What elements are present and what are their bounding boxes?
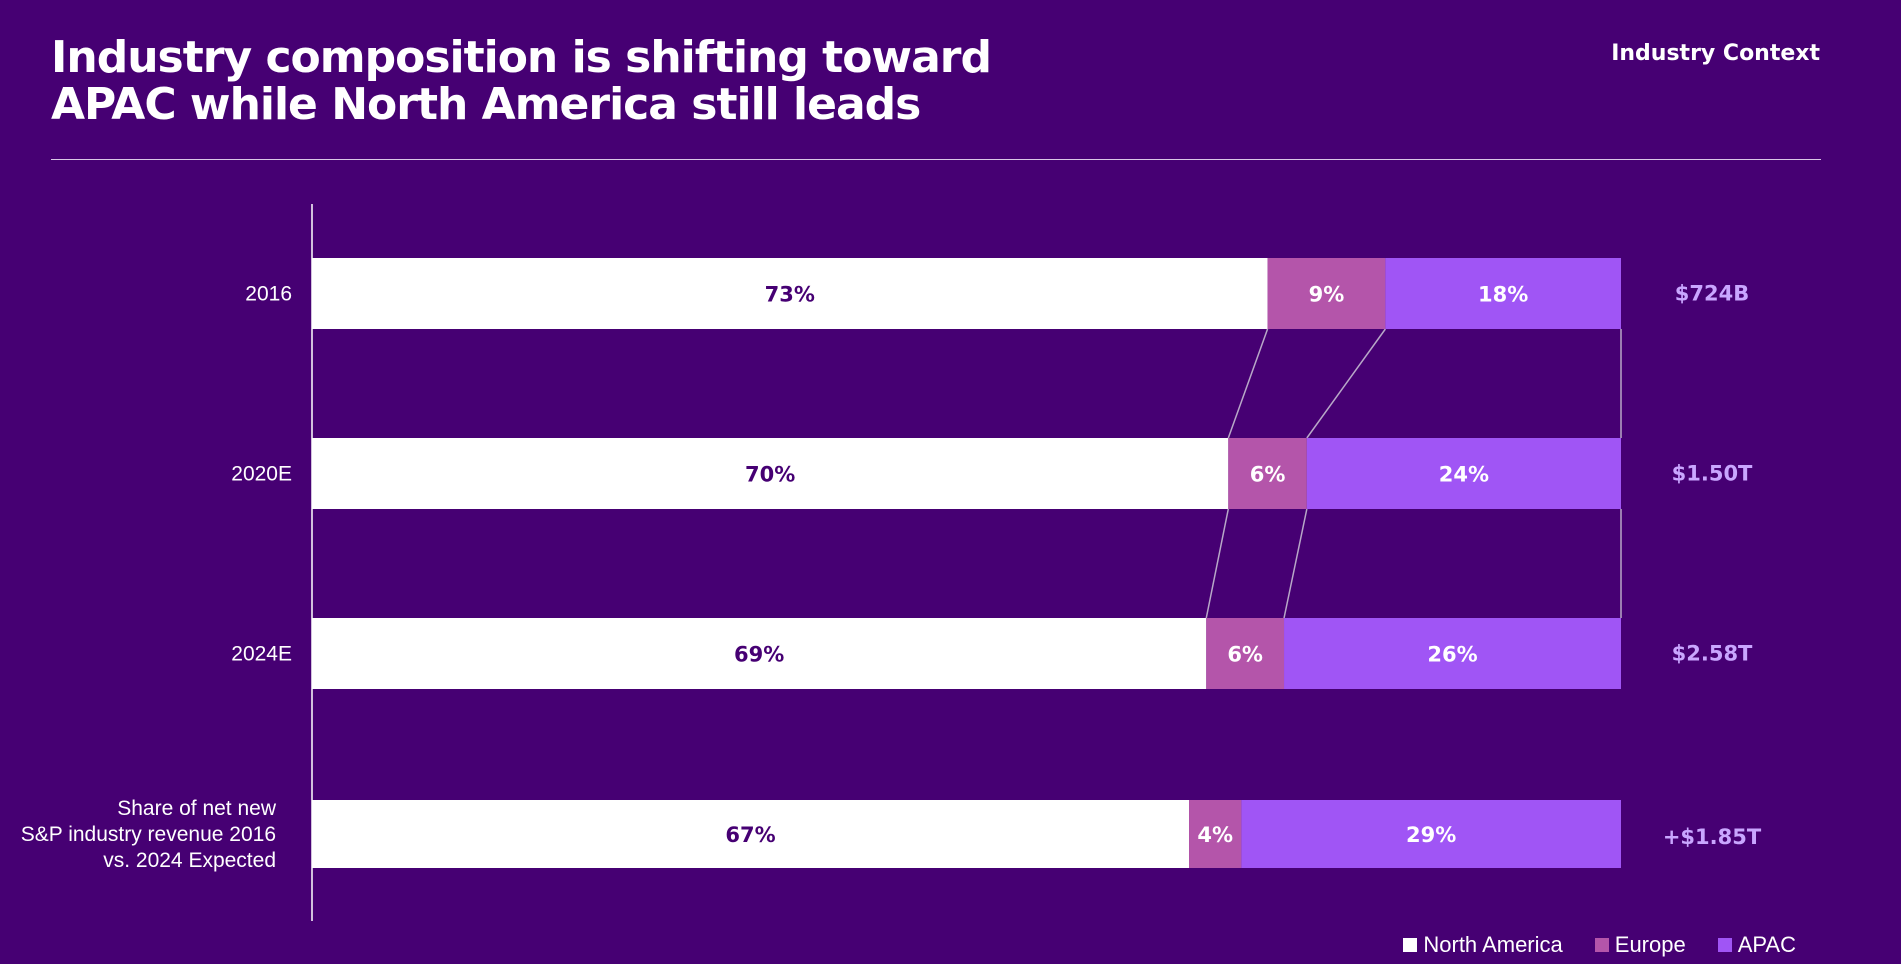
connector-line [1227,328,1269,439]
connector-line [1205,508,1230,619]
bar-segment-apac-share-of-net-new-s-p-industry-revenue-2016-vs-2024-expected [1241,800,1621,868]
connector-line [1283,508,1308,619]
data-label-north-america-2016: 73% [765,283,815,307]
total-label-share-of-net-new-s-p-industry-revenue-2016-vs-2024-expected: +$1.85T [1663,825,1762,849]
data-label-apac-share-of-net-new-s-p-industry-revenue-2016-vs-2024-expected: 29% [1406,823,1456,847]
legend-swatch-europe [1594,938,1609,952]
bar-segment-apac-2024e [1284,618,1621,689]
total-label-2024e: $2.58T [1672,642,1753,666]
data-label-north-america-2020e: 70% [745,463,795,487]
data-label-north-america-share-of-net-new-s-p-industry-revenue-2016-vs-2024-expected: 67% [725,823,775,847]
category-label-net-new-share: Share of net new S&P industry revenue 201… [21,797,277,872]
data-label-apac-2016: 18% [1478,283,1528,307]
bar-segment-europe-share-of-net-new-s-p-industry-revenue-2016-vs-2024-expected [1189,800,1242,868]
bar-segment-north-america-2024e [312,618,1207,689]
legend-label-north-america: North America [1423,932,1563,957]
legend-item-europe: Europe [1594,932,1686,958]
connector-line [1306,328,1386,439]
bar-segment-apac-2020e [1306,438,1621,509]
data-label-apac-2024e: 26% [1427,643,1477,667]
category-label-2020e: 2020E [231,463,292,486]
page-title: Industry composition is shifting toward … [51,34,1151,128]
bar-segment-europe-2024e [1206,618,1285,689]
legend-item-north-america: North America [1403,932,1563,958]
bar-segment-europe-2020e [1228,438,1307,509]
data-label-europe-2016: 9% [1309,283,1345,307]
data-label-north-america-2024e: 69% [734,643,784,667]
legend-swatch-north-america [1403,938,1418,952]
bar-segment-europe-2016 [1267,258,1386,329]
category-label-2024e: 2024E [231,643,292,666]
data-label-europe-share-of-net-new-s-p-industry-revenue-2016-vs-2024-expected: 4% [1197,823,1233,847]
title-divider [51,159,1821,160]
title-line-2: APAC while North America still leads [51,79,921,130]
legend-item-apac: APAC [1717,932,1796,958]
data-label-europe-2020e: 6% [1250,463,1286,487]
bar-segment-north-america-2020e [312,438,1229,509]
bar-segment-apac-2016 [1385,258,1621,329]
bar-segment-north-america-share-of-net-new-s-p-industry-revenue-2016-vs-2024-expected [312,800,1190,868]
data-label-apac-2020e: 24% [1439,463,1489,487]
legend-swatch-apac [1717,938,1732,952]
data-label-europe-2024e: 6% [1227,643,1263,667]
total-label-2020e: $1.50T [1672,462,1753,486]
legend-label-europe: Europe [1614,932,1686,957]
legend-label-apac: APAC [1737,932,1796,957]
category-label-2016: 2016 [245,283,292,306]
total-label-2016: $724B [1675,282,1749,306]
title-line-1: Industry composition is shifting toward [51,32,992,83]
bar-segment-north-america-2016 [312,258,1268,329]
chart-legend: North America Europe APAC [1403,932,1796,958]
section-label: Industry Context [1611,41,1820,66]
